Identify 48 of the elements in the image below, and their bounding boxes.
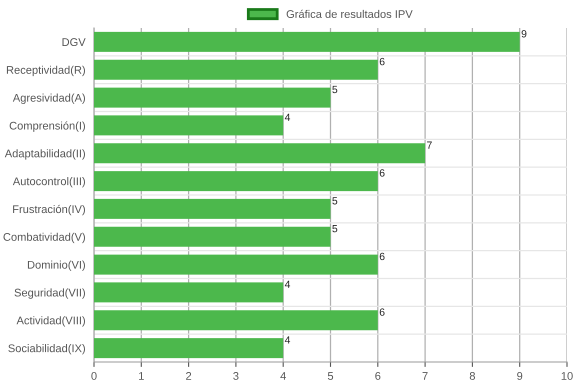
bar	[94, 310, 378, 330]
bar	[94, 226, 330, 247]
y-tick-label: Receptividad(R)	[6, 66, 85, 76]
y-tick-label: Autocontrol(III)	[12, 177, 85, 188]
data-label: 5	[332, 225, 338, 232]
data-label: 4	[284, 114, 290, 121]
data-label: 6	[380, 252, 385, 260]
x-tick-label: 4	[280, 372, 286, 380]
x-tick-label: 0	[91, 372, 97, 380]
x-tick-label: 1	[139, 372, 144, 380]
bar	[94, 88, 330, 108]
x-tick-label: 6	[375, 372, 380, 380]
data-label: 4	[284, 336, 290, 344]
y-tick-label: Sociabilidad(IX)	[8, 344, 85, 354]
bar	[94, 60, 378, 80]
data-label: 4	[284, 280, 290, 288]
data-label: 9	[522, 30, 526, 38]
x-tick-label: 5	[328, 372, 334, 380]
bar	[94, 143, 426, 164]
y-tick-label: DGV	[62, 38, 86, 46]
data-label: 6	[380, 58, 385, 66]
y-tick-label: Seguridad(VII)	[14, 288, 85, 299]
y-tick-label: Comprensión(I)	[10, 121, 85, 132]
data-label: 5	[332, 197, 338, 204]
y-tick-label: Frustración(IV)	[13, 204, 85, 216]
bar	[94, 32, 520, 52]
data-label: 5	[332, 86, 338, 94]
x-tick-label: 10	[562, 372, 573, 380]
y-tick-label: Dominio(VI)	[28, 260, 85, 271]
bar	[94, 115, 284, 136]
y-tick-label: Agresividad(A)	[12, 94, 85, 104]
x-tick-label: 3	[233, 372, 238, 380]
x-tick-label: 7	[422, 372, 428, 380]
bar	[94, 198, 330, 219]
y-tick-label: Combatividad(V)	[3, 232, 85, 244]
x-tick-label: 9	[517, 372, 522, 380]
bar	[94, 282, 284, 302]
bar	[94, 338, 284, 358]
bar	[94, 254, 378, 275]
bar	[94, 171, 378, 192]
x-tick-label: 2	[186, 372, 192, 380]
y-tick-label: Actividad(VIII)	[16, 316, 85, 327]
data-label: 6	[380, 169, 385, 177]
x-tick-label: 8	[470, 372, 476, 380]
data-label: 7	[427, 142, 432, 149]
legend-label: Gráfica de resultados IPV	[286, 10, 413, 18]
data-label: 6	[380, 308, 385, 316]
y-tick-label: Adaptabilidad(II)	[4, 149, 85, 160]
